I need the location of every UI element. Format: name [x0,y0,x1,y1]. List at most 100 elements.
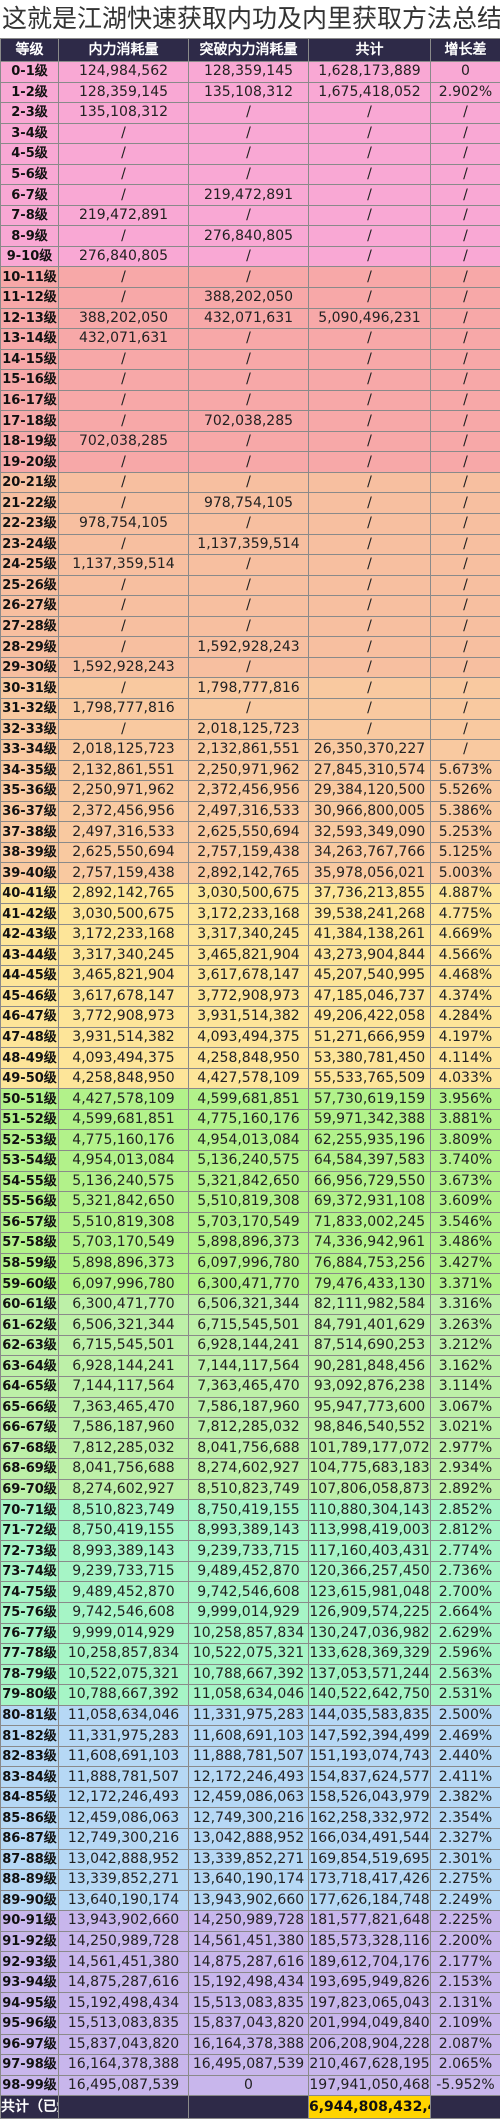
cell-level: 60-61级 [1,1294,59,1315]
cell-neili-cost: 11,331,975,283 [59,1726,189,1747]
cell-neili-cost: 14,250,989,728 [59,1931,189,1952]
table-row: 14-15级//// [1,349,500,370]
cell-growth-diff: / [431,740,500,761]
cell-total: 35,978,056,021 [309,863,431,884]
cell-growth-diff: 2.382% [431,1787,500,1808]
cell-level: 42-43级 [1,924,59,945]
cell-total: / [309,534,431,555]
cell-breakthrough-cost: 1,798,777,816 [189,678,309,699]
cell-total: 158,526,043,979 [309,1787,431,1808]
cell-growth-diff: / [431,123,500,144]
cell-total: 110,880,304,143 [309,1500,431,1521]
cell-growth-diff: 4.775% [431,904,500,925]
cell-neili-cost: 9,999,014,929 [59,1623,189,1644]
cell-neili-cost: 14,561,451,380 [59,1952,189,1973]
cell-neili-cost: 2,132,861,551 [59,760,189,781]
cell-growth-diff: 4.197% [431,1027,500,1048]
cell-neili-cost: 5,898,896,373 [59,1253,189,1274]
cell-neili-cost: 1,592,928,243 [59,657,189,678]
cell-breakthrough-cost: / [189,698,309,719]
cell-total: 201,994,049,840 [309,2013,431,2034]
cell-breakthrough-cost: 2,625,550,694 [189,822,309,843]
cell-growth-diff: 2.892% [431,1479,500,1500]
cell-level: 75-76级 [1,1603,59,1624]
cell-breakthrough-cost: 15,837,043,820 [189,2013,309,2034]
cell-level: 65-66级 [1,1397,59,1418]
cell-growth-diff: 3.609% [431,1192,500,1213]
cell-growth-diff: / [431,657,500,678]
cell-growth-diff: 4.887% [431,883,500,904]
table-row: 5-6级//// [1,164,500,185]
cell-breakthrough-cost: / [189,349,309,370]
cell-growth-diff: / [431,370,500,391]
cell-growth-diff: 3.809% [431,1130,500,1151]
cell-neili-cost: 13,042,888,952 [59,1849,189,1870]
cell-breakthrough-cost: 7,586,187,960 [189,1397,309,1418]
cell-level: 87-88级 [1,1849,59,1870]
cell-level: 84-85级 [1,1787,59,1808]
cell-breakthrough-cost: 3,030,500,675 [189,883,309,904]
cell-total: 101,789,177,072 [309,1438,431,1459]
cell-total: 107,806,058,873 [309,1479,431,1500]
cell-total: 166,034,491,544 [309,1829,431,1850]
cell-breakthrough-cost: 9,999,014,929 [189,1603,309,1624]
cell-neili-cost: 6,506,321,344 [59,1315,189,1336]
cell-level: 3-4级 [1,123,59,144]
cell-total: 45,207,540,995 [309,966,431,987]
cell-growth-diff: 4.566% [431,945,500,966]
cell-neili-cost: 5,510,819,308 [59,1212,189,1233]
cell-breakthrough-cost: 5,898,896,373 [189,1233,309,1254]
table-row: 11-12级/388,202,050// [1,288,500,309]
cell-breakthrough-cost: 14,561,451,380 [189,1931,309,1952]
cell-level: 34-35级 [1,760,59,781]
cell-breakthrough-cost: 12,749,300,216 [189,1808,309,1829]
cell-total: 47,185,046,737 [309,986,431,1007]
table-row: 32-33级/2,018,125,723// [1,719,500,740]
cell-level: 55-56级 [1,1192,59,1213]
cell-breakthrough-cost: / [189,205,309,226]
cell-level: 11-12级 [1,288,59,309]
cell-total: 74,336,942,961 [309,1233,431,1254]
cell-neili-cost: 3,030,500,675 [59,904,189,925]
cell-level: 71-72级 [1,1520,59,1541]
cell-total: / [309,349,431,370]
cell-growth-diff: 2.131% [431,1993,500,2014]
cell-breakthrough-cost: 2,250,971,962 [189,760,309,781]
cell-neili-cost: / [59,185,189,206]
cell-level: 80-81级 [1,1705,59,1726]
table-row: 27-28级//// [1,616,500,637]
cell-level: 74-75级 [1,1582,59,1603]
cell-level: 85-86级 [1,1808,59,1829]
header-growth-diff: 增长差 [431,39,500,62]
cell-growth-diff: 3.316% [431,1294,500,1315]
cell-total: 173,718,417,426 [309,1870,431,1891]
cell-total: 1,675,418,052 [309,82,431,103]
cell-total: / [309,514,431,535]
cell-level: 6-7级 [1,185,59,206]
cell-neili-cost: 11,888,781,507 [59,1767,189,1788]
cell-breakthrough-cost: 10,522,075,321 [189,1644,309,1665]
cell-growth-diff: 2.774% [431,1541,500,1562]
cell-growth-diff: 2.225% [431,1911,500,1932]
cell-breakthrough-cost: 1,137,359,514 [189,534,309,555]
cell-growth-diff: 2.596% [431,1644,500,1665]
cell-breakthrough-cost: 3,317,340,245 [189,924,309,945]
cell-growth-diff: 4.669% [431,924,500,945]
cell-total: 43,273,904,844 [309,945,431,966]
cell-total: / [309,144,431,165]
cell-breakthrough-cost: 3,465,821,904 [189,945,309,966]
cell-level: 77-78级 [1,1644,59,1665]
cell-total: / [309,719,431,740]
